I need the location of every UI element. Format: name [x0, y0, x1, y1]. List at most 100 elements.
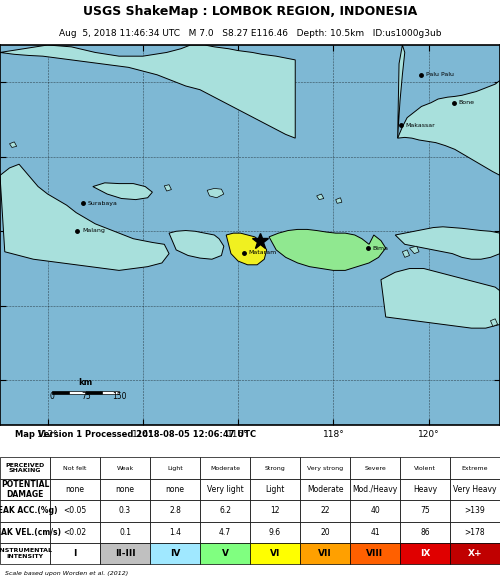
Bar [100, 543, 150, 564]
Text: PEAK VEL.(cm/s): PEAK VEL.(cm/s) [0, 528, 60, 537]
Text: Surabaya: Surabaya [88, 201, 118, 206]
Text: II-III: II-III [114, 549, 136, 558]
Text: none: none [116, 485, 134, 494]
Bar [150, 457, 200, 479]
Bar [350, 522, 400, 543]
Text: Malang: Malang [82, 228, 105, 233]
Text: Severe: Severe [364, 465, 386, 471]
Text: 75: 75 [420, 507, 430, 515]
Polygon shape [336, 198, 342, 203]
Text: Mod./Heavy: Mod./Heavy [352, 485, 398, 494]
Bar [450, 479, 500, 500]
Bar [100, 457, 150, 479]
Bar [250, 479, 300, 500]
Bar [0, 457, 50, 479]
Bar [450, 457, 500, 479]
Polygon shape [269, 230, 386, 271]
Text: I: I [74, 549, 76, 558]
Polygon shape [398, 45, 405, 138]
Text: IV: IV [170, 549, 180, 558]
Bar [250, 543, 300, 564]
Polygon shape [226, 233, 266, 265]
Bar [0, 500, 50, 522]
Bar [350, 543, 400, 564]
Text: Makassar: Makassar [406, 123, 436, 127]
Bar [200, 522, 250, 543]
Bar [102, 392, 119, 394]
Bar [0, 522, 50, 543]
Bar [100, 500, 150, 522]
Text: PEAK ACC.(%g): PEAK ACC.(%g) [0, 507, 58, 515]
Bar [400, 479, 450, 500]
Text: Heavy: Heavy [413, 485, 437, 494]
Polygon shape [395, 227, 500, 259]
Text: POTENTIAL
DAMAGE: POTENTIAL DAMAGE [1, 480, 49, 499]
Bar [350, 479, 400, 500]
Text: VIII: VIII [366, 549, 384, 558]
Text: Bone: Bone [458, 100, 474, 105]
Bar [86, 392, 102, 394]
Bar [150, 479, 200, 500]
Text: >178: >178 [464, 528, 485, 537]
Text: Moderate: Moderate [210, 465, 240, 471]
Bar [400, 500, 450, 522]
Bar [100, 479, 150, 500]
Bar [250, 522, 300, 543]
Text: Violent: Violent [414, 465, 436, 471]
Text: IX: IX [420, 549, 430, 558]
Bar [250, 500, 300, 522]
Text: 41: 41 [370, 528, 380, 537]
Text: Scale based upon Worden et al. (2012): Scale based upon Worden et al. (2012) [5, 571, 128, 576]
Text: Bima: Bima [373, 246, 389, 251]
Polygon shape [10, 142, 16, 147]
Text: 150: 150 [112, 392, 126, 401]
Bar [69, 392, 86, 394]
Text: 1.4: 1.4 [169, 528, 181, 537]
Bar [400, 522, 450, 543]
Text: <0.05: <0.05 [64, 507, 86, 515]
Polygon shape [490, 319, 498, 326]
Text: Light: Light [266, 485, 284, 494]
Text: Very strong: Very strong [307, 465, 343, 471]
Bar [200, 479, 250, 500]
Bar [200, 500, 250, 522]
Text: Very Heavy: Very Heavy [454, 485, 497, 494]
Bar [50, 543, 100, 564]
Text: 86: 86 [420, 528, 430, 537]
Text: INSTRUMENTAL
INTENSITY: INSTRUMENTAL INTENSITY [0, 548, 52, 559]
Text: Very light: Very light [206, 485, 244, 494]
Bar [200, 543, 250, 564]
Text: 75: 75 [81, 392, 90, 401]
Polygon shape [381, 268, 500, 328]
Polygon shape [93, 183, 152, 200]
Bar [300, 522, 350, 543]
Bar [150, 543, 200, 564]
Bar [100, 522, 150, 543]
Text: 9.6: 9.6 [269, 528, 281, 537]
Text: PERCEIVED
SHAKING: PERCEIVED SHAKING [6, 463, 44, 474]
Text: Aug  5, 2018 11:46:34 UTC   M 7.0   S8.27 E116.46   Depth: 10.5km   ID:us1000g3u: Aug 5, 2018 11:46:34 UTC M 7.0 S8.27 E11… [59, 29, 442, 38]
Text: 40: 40 [370, 507, 380, 515]
Text: Moderate: Moderate [307, 485, 344, 494]
Text: 6.2: 6.2 [219, 507, 231, 515]
Text: Map Version 1 Processed 2018-08-05 12:06:47 UTC: Map Version 1 Processed 2018-08-05 12:06… [15, 430, 256, 439]
Bar [300, 479, 350, 500]
Text: VII: VII [318, 549, 332, 558]
Bar [150, 522, 200, 543]
Bar [300, 457, 350, 479]
Text: 2.8: 2.8 [169, 507, 181, 515]
Bar [0, 543, 50, 564]
Text: Mataram: Mataram [248, 251, 277, 255]
Bar [250, 457, 300, 479]
Text: >139: >139 [464, 507, 485, 515]
Text: Not felt: Not felt [64, 465, 86, 471]
Polygon shape [402, 250, 409, 257]
Bar [350, 457, 400, 479]
Bar [150, 500, 200, 522]
Polygon shape [169, 231, 224, 259]
Text: Palu Palu: Palu Palu [426, 72, 454, 77]
Text: none: none [166, 485, 184, 494]
Text: km: km [78, 378, 93, 387]
Text: Strong: Strong [264, 465, 285, 471]
Text: 20: 20 [320, 528, 330, 537]
